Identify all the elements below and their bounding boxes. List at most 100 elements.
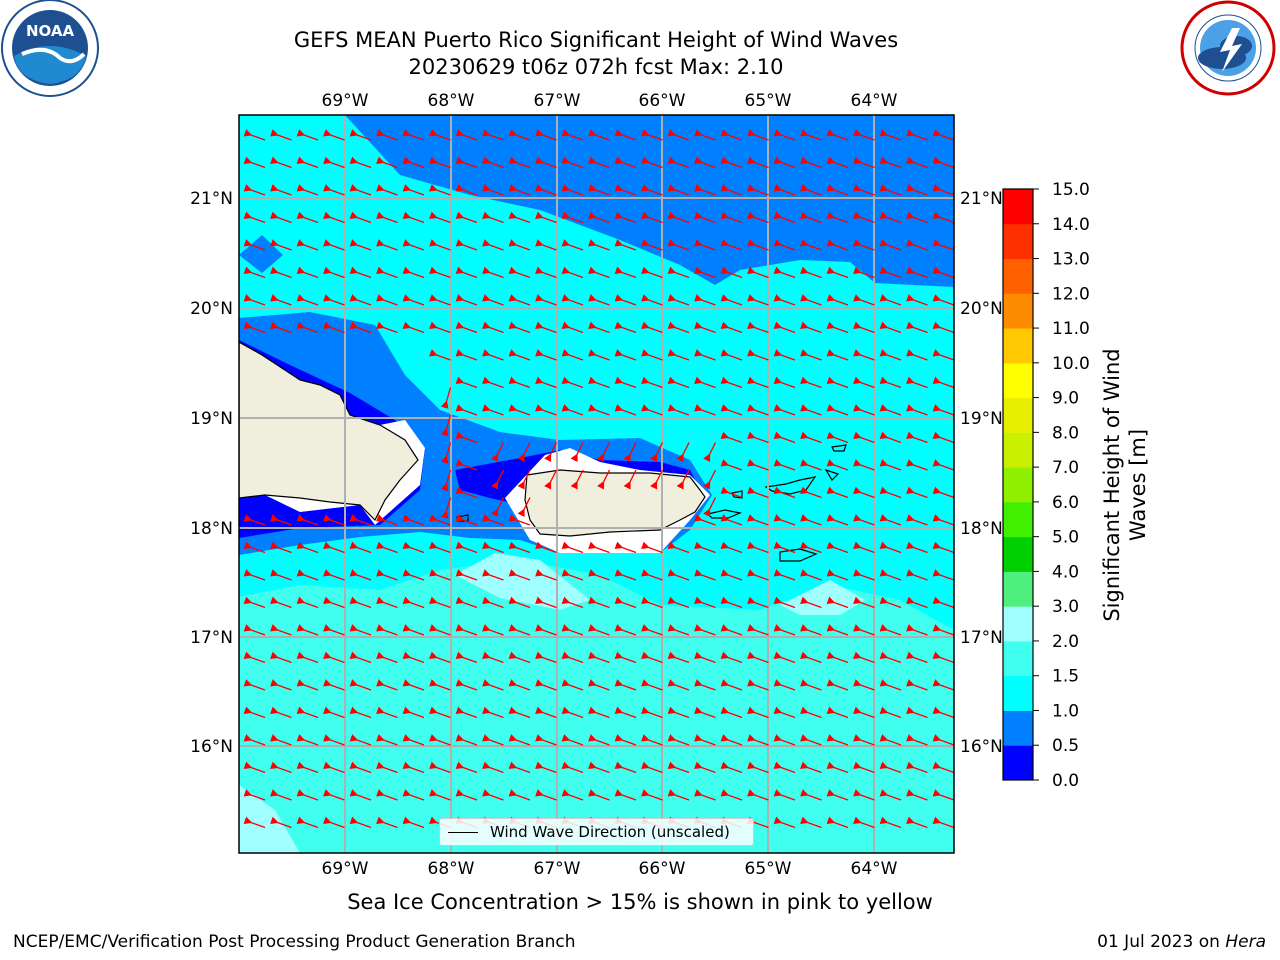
lat-label-left-20n: 20°N	[190, 299, 233, 319]
wave-direction-arrow	[773, 651, 796, 664]
wave-direction-arrow	[429, 211, 451, 224]
wave-direction-arrow	[402, 706, 425, 719]
wave-direction-arrow	[906, 376, 928, 389]
lon-label-bottom-64w: 64°W	[851, 859, 898, 879]
wave-direction-arrow	[296, 596, 319, 609]
wave-direction-arrow	[376, 294, 398, 306]
wave-direction-arrow	[826, 266, 849, 279]
wave-direction-arrow	[296, 294, 319, 306]
wave-direction-arrow	[641, 266, 663, 279]
wave-direction-arrow	[429, 156, 451, 169]
wave-direction-arrow	[270, 184, 292, 196]
wave-direction-arrow	[455, 541, 478, 554]
wave-direction-arrow	[641, 239, 663, 251]
wave-direction-arrow	[402, 211, 425, 224]
wave-direction-arrow	[720, 624, 743, 636]
wave-direction-arrow	[773, 184, 796, 196]
wave-direction-arrow	[535, 651, 557, 664]
wave-direction-arrow	[853, 816, 875, 829]
wave-direction-arrow	[853, 431, 875, 444]
colorbar-tick-label: 1.0	[1052, 701, 1079, 721]
wave-direction-arrow	[906, 734, 928, 746]
wave-direction-arrow	[641, 211, 663, 224]
wave-direction-arrow	[429, 294, 451, 306]
colorbar-tick-label: 5.0	[1052, 528, 1079, 548]
colorbar-tick-label: 14.0	[1052, 215, 1090, 235]
wave-direction-arrow	[906, 156, 928, 169]
wave-direction-arrow	[667, 679, 690, 691]
wave-direction-arrow	[508, 761, 531, 774]
lon-label-bottom-66w: 66°W	[639, 859, 686, 879]
wave-direction-arrow	[694, 156, 716, 169]
wave-direction-arrow	[349, 211, 372, 224]
wave-direction-arrow	[667, 376, 690, 389]
map-plot-area	[239, 115, 954, 853]
wave-height-band-2-3	[239, 785, 300, 853]
wave-direction-arrow	[482, 376, 504, 389]
wave-direction-arrow	[243, 651, 266, 664]
colorbar-segment	[1003, 362, 1033, 399]
wave-direction-arrow	[614, 321, 637, 334]
wave-direction-arrow	[614, 761, 637, 774]
wave-direction-arrow	[747, 596, 769, 609]
wave-direction-arrow	[747, 211, 769, 224]
wave-direction-arrow	[376, 816, 398, 829]
wave-direction-arrow	[879, 569, 902, 581]
wave-direction-arrow	[588, 156, 610, 169]
land-hispaniola	[239, 341, 419, 522]
wave-direction-arrow	[853, 706, 875, 719]
wave-direction-arrow	[296, 569, 319, 581]
wave-direction-arrow	[243, 541, 266, 554]
wave-direction-arrow	[932, 321, 955, 334]
wave-direction-arrow	[800, 596, 822, 609]
wave-direction-arrow	[826, 321, 849, 334]
wave-direction-arrow	[455, 569, 478, 581]
wave-direction-arrow	[429, 184, 451, 196]
colorbar-segment	[1003, 397, 1033, 433]
wave-direction-arrow	[561, 294, 584, 306]
wave-direction-arrow	[508, 734, 531, 746]
wave-direction-arrow	[667, 156, 690, 169]
wave-direction-arrow	[455, 294, 478, 306]
colorbar-tick-label: 0.0	[1052, 771, 1079, 791]
wave-direction-arrow	[773, 596, 796, 609]
wave-direction-arrow	[932, 349, 955, 361]
wave-direction-arrow	[614, 129, 637, 141]
wave-direction-arrow	[826, 816, 849, 829]
wave-direction-arrow	[932, 761, 955, 774]
lon-label-top-64w: 64°W	[851, 91, 898, 111]
wave-direction-arrow	[402, 596, 425, 609]
wave-direction-arrow	[853, 624, 875, 636]
wave-direction-arrow	[561, 651, 584, 664]
wave-direction-arrow	[429, 761, 451, 774]
wave-direction-arrow	[570, 469, 584, 490]
wave-direction-arrow	[747, 789, 769, 801]
wave-direction-arrow	[932, 156, 955, 169]
wave-direction-arrow	[482, 129, 504, 141]
wave-direction-arrow	[906, 541, 928, 554]
colorbar-segment	[1003, 501, 1033, 538]
wave-direction-arrow	[879, 266, 902, 279]
wave-direction-arrow	[349, 789, 372, 801]
wave-direction-arrow	[243, 734, 266, 746]
wave-direction-arrow	[588, 761, 610, 774]
wave-direction-arrow	[455, 789, 478, 801]
wave-direction-arrow	[879, 239, 902, 251]
wave-direction-arrow	[773, 129, 796, 141]
wave-direction-arrow	[747, 734, 769, 746]
wave-direction-arrow	[932, 239, 955, 251]
wave-direction-arrow	[508, 294, 531, 306]
wave-direction-arrow	[932, 816, 955, 829]
wave-direction-arrow	[323, 651, 345, 664]
wave-direction-arrow	[482, 651, 504, 664]
wave-direction-arrow	[641, 789, 663, 801]
wave-direction-arrow	[561, 376, 584, 389]
wave-direction-arrow	[614, 266, 637, 279]
wave-direction-arrow	[932, 624, 955, 636]
wave-direction-arrow	[535, 706, 557, 719]
wave-direction-arrow	[376, 541, 398, 554]
map-gridlines	[239, 115, 954, 853]
wave-direction-arrow	[667, 596, 690, 609]
wave-direction-arrow	[323, 706, 345, 719]
wave-direction-arrow	[694, 679, 716, 691]
